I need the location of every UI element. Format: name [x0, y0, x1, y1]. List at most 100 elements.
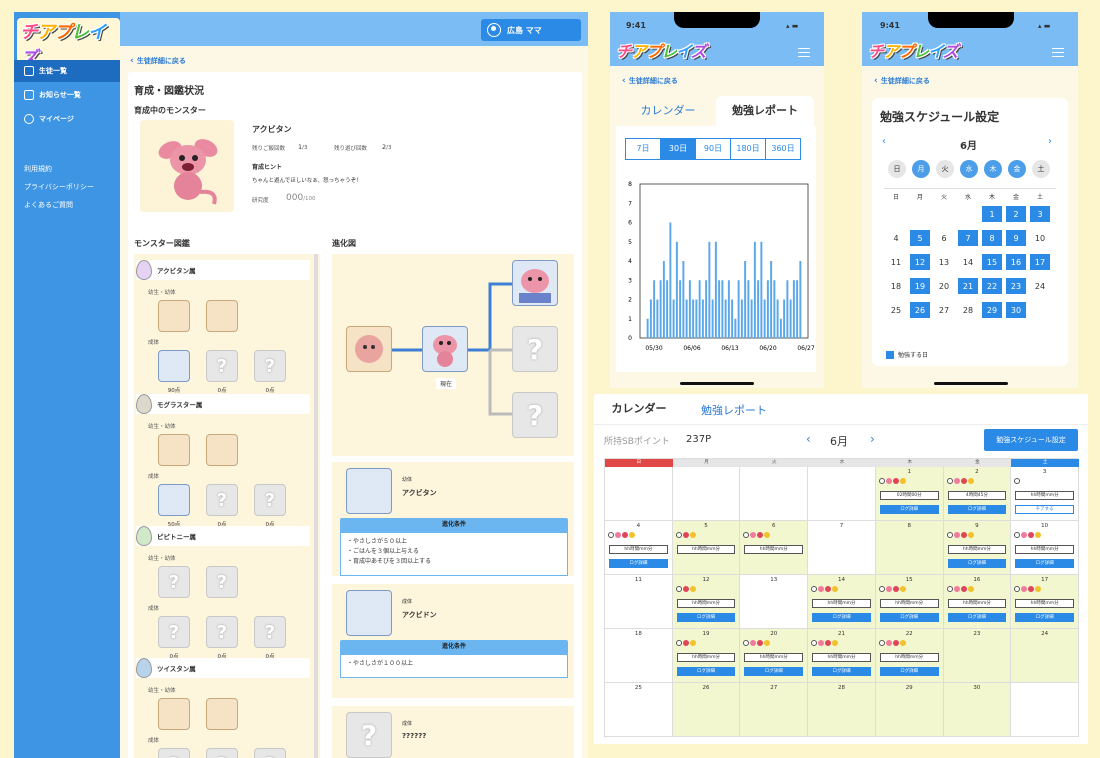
calendar-day[interactable]: 28 [962, 305, 974, 315]
zukan-monster[interactable]: ? [158, 748, 190, 758]
zukan-monster[interactable] [158, 484, 190, 516]
log-detail-button[interactable]: ログ詳細 [879, 667, 939, 676]
adult-monster-akubidon[interactable] [512, 260, 558, 306]
calendar-day[interactable]: 24 [1034, 281, 1046, 291]
log-detail-button[interactable]: ログ詳細 [676, 667, 736, 676]
log-detail-button[interactable]: ログ詳細 [879, 613, 939, 622]
zukan-monster[interactable]: ? [254, 350, 286, 382]
calendar-cell[interactable]: 3 hh時間mm分 チアする [1011, 467, 1079, 521]
hamburger-menu-icon[interactable] [798, 48, 810, 57]
calendar-day[interactable]: 21 [958, 278, 978, 294]
back-link[interactable]: 生徒詳細に戻る [622, 76, 678, 86]
zukan-monster[interactable]: ? [254, 616, 286, 648]
calendar-day[interactable]: 25 [890, 305, 902, 315]
zukan-monster[interactable] [158, 698, 190, 730]
calendar-cell[interactable]: 7 [808, 521, 876, 575]
calendar-cell[interactable]: 22 hh時間mm分 ログ詳細 [875, 629, 944, 683]
app-logo[interactable]: チアプレイズ [868, 42, 959, 61]
calendar-day[interactable]: 15 [982, 254, 1002, 270]
cheer-button[interactable]: チアする [1015, 505, 1074, 514]
weekday-toggle-5[interactable]: 金 [1008, 160, 1026, 178]
user-menu-button[interactable]: 広島 ママ [481, 19, 581, 41]
calendar-cell[interactable]: 8 [875, 521, 944, 575]
calendar-cell[interactable] [1011, 683, 1079, 737]
calendar-day[interactable]: 16 [1006, 254, 1026, 270]
zukan-monster[interactable]: ? [254, 484, 286, 516]
calendar-day[interactable]: 23 [1006, 278, 1026, 294]
weekday-toggle-0[interactable]: 日 [888, 160, 906, 178]
range-90日[interactable]: 90日 [695, 138, 731, 160]
calendar-cell[interactable] [605, 467, 673, 521]
calendar-cell[interactable]: 14 hh時間mm分 ログ詳細 [808, 575, 876, 629]
calendar-cell[interactable] [672, 467, 741, 521]
calendar-day[interactable]: 8 [982, 230, 1002, 246]
calendar-day[interactable]: 3 [1030, 206, 1050, 222]
calendar-day[interactable]: 1 [982, 206, 1002, 222]
weekday-toggle-6[interactable]: 土 [1032, 160, 1050, 178]
log-detail-button[interactable]: ログ詳細 [609, 559, 668, 568]
weekday-toggle-4[interactable]: 木 [984, 160, 1002, 178]
prev-month-chevron-icon[interactable]: ‹ [806, 432, 811, 446]
range-7日[interactable]: 7日 [625, 138, 661, 160]
calendar-day[interactable]: 14 [962, 257, 974, 267]
calendar-day[interactable]: 5 [910, 230, 930, 246]
calendar-day[interactable]: 17 [1030, 254, 1050, 270]
zukan-monster[interactable]: ? [254, 748, 286, 758]
zukan-monster[interactable]: ? [158, 566, 190, 598]
log-detail-button[interactable]: ログ詳細 [947, 613, 1007, 622]
log-detail-button[interactable]: ログ詳細 [812, 667, 871, 676]
egg-stage-monster[interactable] [346, 326, 392, 372]
calendar-cell[interactable]: 21 hh時間mm分 ログ詳細 [808, 629, 876, 683]
calendar-day[interactable]: 27 [938, 305, 950, 315]
back-link[interactable]: 生徒詳細に戻る [130, 56, 186, 66]
calendar-cell[interactable] [740, 467, 809, 521]
calendar-cell[interactable]: 15 hh時間mm分 ログ詳細 [875, 575, 944, 629]
tab-study-report[interactable]: 勉強レポート [716, 96, 814, 126]
calendar-cell[interactable]: 13 [740, 575, 809, 629]
evolution-monster[interactable] [346, 590, 392, 636]
schedule-settings-button[interactable]: 勉強スケジュール設定 [984, 429, 1078, 451]
calendar-day[interactable]: 30 [1006, 302, 1026, 318]
calendar-cell[interactable]: 25 [605, 683, 673, 737]
calendar-cell[interactable]: 28 [808, 683, 876, 737]
calendar-cell[interactable]: 24 [1011, 629, 1079, 683]
footer-link-1[interactable]: プライバシーポリシー [24, 183, 94, 191]
calendar-day[interactable]: 13 [938, 257, 950, 267]
hamburger-menu-icon[interactable] [1052, 48, 1064, 57]
calendar-day[interactable]: 4 [893, 233, 899, 243]
log-detail-button[interactable]: ログ詳細 [947, 559, 1007, 568]
footer-link-0[interactable]: 利用規約 [24, 165, 52, 173]
range-30日[interactable]: 30日 [660, 138, 696, 160]
calendar-day[interactable]: 2 [1006, 206, 1026, 222]
range-180日[interactable]: 180日 [730, 138, 766, 160]
calendar-cell[interactable]: 27 [740, 683, 809, 737]
back-link[interactable]: 生徒詳細に戻る [874, 76, 930, 86]
weekday-toggle-1[interactable]: 月 [912, 160, 930, 178]
calendar-cell[interactable]: 10 hh時間mm分 ログ詳細 [1011, 521, 1079, 575]
calendar-day[interactable]: 6 [941, 233, 947, 243]
zukan-monster[interactable] [158, 434, 190, 466]
calendar-cell[interactable]: 19 hh時間mm分 ログ詳細 [672, 629, 741, 683]
log-detail-button[interactable]: ログ詳細 [744, 667, 804, 676]
weekday-toggle-2[interactable]: 火 [936, 160, 954, 178]
calendar-cell[interactable]: 2 4時間45分 ログ詳細 [943, 467, 1012, 521]
zukan-monster[interactable] [206, 698, 238, 730]
current-monster[interactable] [422, 326, 468, 372]
unknown-monster-1[interactable]: ? [512, 326, 558, 372]
log-detail-button[interactable]: ログ詳細 [947, 505, 1007, 514]
calendar-day[interactable]: 11 [890, 257, 902, 267]
calendar-day[interactable]: 19 [910, 278, 930, 294]
zukan-monster[interactable]: ? [206, 350, 238, 382]
calendar-day[interactable]: 7 [958, 230, 978, 246]
weekday-toggle-3[interactable]: 水 [960, 160, 978, 178]
log-detail-button[interactable]: ログ詳細 [812, 613, 871, 622]
sidebar-item-2[interactable]: マイページ [14, 108, 120, 130]
calendar-cell[interactable]: 30 [943, 683, 1012, 737]
evolution-monster[interactable] [346, 468, 392, 514]
sidebar-item-0[interactable]: 生徒一覧 [14, 60, 120, 82]
calendar-cell[interactable] [808, 467, 876, 521]
tab-calendar[interactable]: カレンダー [598, 398, 680, 424]
calendar-day[interactable]: 10 [1034, 233, 1046, 243]
tab-calendar[interactable]: カレンダー [640, 104, 696, 117]
zukan-list[interactable]: アクビタン属 幼生・幼体 成体 90点? 0点? 0点 モグラスター属 幼生・幼体 成体 50点?… [134, 254, 320, 758]
